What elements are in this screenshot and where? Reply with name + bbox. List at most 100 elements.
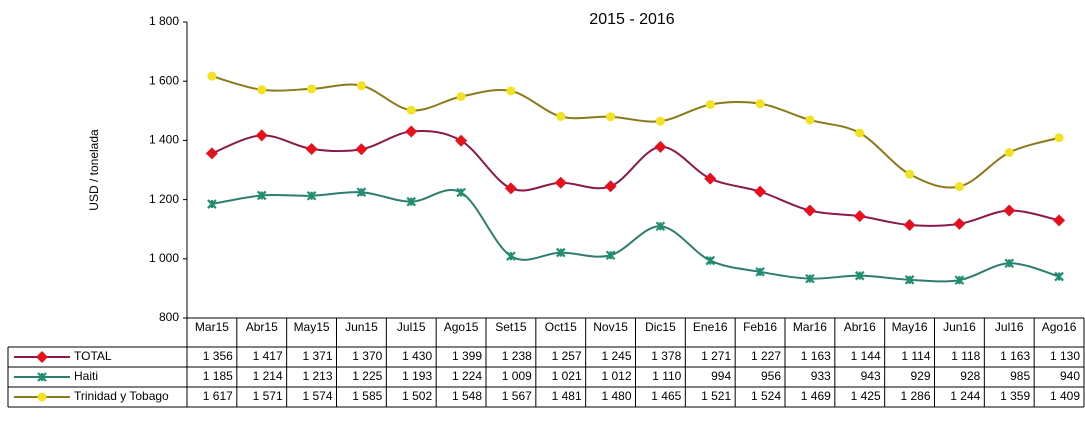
- marker: [905, 169, 915, 179]
- data-label: 1 481: [552, 389, 582, 403]
- marker: [456, 92, 466, 102]
- marker: [356, 187, 367, 197]
- marker: [255, 129, 268, 142]
- data-label: 1 356: [203, 349, 233, 363]
- marker: [554, 176, 567, 189]
- data-label: 1 480: [601, 389, 631, 403]
- marker: [356, 81, 366, 91]
- series-line: [211, 189, 1060, 283]
- data-label: 1 502: [402, 389, 432, 403]
- series-line: [211, 75, 1060, 189]
- marker: [855, 128, 865, 138]
- x-tick-label: Oct15: [545, 320, 577, 334]
- data-label: 1 214: [253, 369, 283, 383]
- data-label: 1 617: [203, 389, 233, 403]
- data-label: 1 227: [751, 349, 781, 363]
- x-tick-label: Dic15: [645, 320, 676, 334]
- data-label: 1 114: [901, 349, 930, 363]
- y-tick-label: 800: [159, 310, 179, 324]
- data-label: 1 213: [302, 369, 332, 383]
- data-label: 1 409: [1050, 389, 1080, 403]
- data-label: 943: [861, 369, 881, 383]
- data-label: 1 118: [951, 349, 980, 363]
- marker: [506, 251, 516, 261]
- marker: [455, 134, 468, 147]
- data-label: 956: [761, 369, 781, 383]
- data-label: 1 271: [701, 349, 731, 363]
- data-label: 1 548: [452, 389, 482, 403]
- marker: [805, 273, 815, 284]
- x-tick-label: Jun15: [345, 320, 378, 334]
- data-label: 933: [811, 369, 831, 383]
- marker: [903, 219, 916, 232]
- data-label: 1 021: [552, 369, 582, 383]
- marker: [1004, 148, 1014, 158]
- marker: [954, 182, 964, 192]
- data-label: 1 567: [502, 389, 532, 403]
- data-label: 1 245: [601, 349, 631, 363]
- y-tick-label: 1 800: [149, 14, 179, 28]
- data-label: 1 585: [352, 389, 382, 403]
- marker: [1003, 204, 1016, 217]
- x-tick-label: May16: [892, 320, 928, 334]
- chart-title: 2015 - 2016: [589, 11, 675, 28]
- marker: [954, 275, 965, 285]
- x-tick-label: Jul15: [397, 320, 426, 334]
- data-label: 1 571: [253, 389, 283, 403]
- marker: [953, 217, 966, 230]
- data-label: 1 465: [651, 389, 681, 403]
- marker: [1054, 133, 1064, 143]
- marker: [555, 247, 566, 258]
- marker: [1053, 214, 1066, 227]
- data-label: 1 524: [751, 389, 781, 403]
- x-tick-label: Ago16: [1042, 320, 1077, 334]
- marker: [705, 100, 715, 110]
- marker: [1004, 258, 1015, 269]
- data-label: 1 425: [851, 389, 881, 403]
- data-label: 929: [910, 369, 930, 383]
- x-tick-label: Mar15: [195, 320, 229, 334]
- marker: [456, 187, 466, 198]
- marker: [605, 250, 616, 261]
- data-label: 1 193: [402, 369, 432, 383]
- x-tick-label: Abr16: [844, 320, 876, 334]
- x-tick-label: Ene16: [693, 320, 728, 334]
- x-tick-label: Nov15: [593, 320, 628, 334]
- data-label: 1 225: [352, 369, 382, 383]
- data-label: 1 185: [203, 369, 233, 383]
- data-label: 1 009: [502, 369, 532, 383]
- data-label: 1 224: [452, 369, 482, 383]
- data-label: 1 469: [801, 389, 831, 403]
- marker: [307, 84, 317, 94]
- y-tick-label: 1 600: [149, 73, 179, 87]
- marker: [704, 172, 717, 185]
- data-label: 1 257: [552, 349, 582, 363]
- marker: [803, 204, 816, 217]
- legend-label: Trinidad y Tobago: [74, 389, 169, 403]
- data-label: 1 286: [900, 389, 930, 403]
- x-tick-label: Jul16: [995, 320, 1024, 334]
- data-label: 1 574: [302, 389, 332, 403]
- data-label: 994: [711, 369, 731, 383]
- data-label: 1 430: [402, 349, 432, 363]
- marker: [1054, 271, 1064, 282]
- marker: [655, 221, 666, 232]
- x-tick-label: Ago15: [444, 320, 479, 334]
- series-line: [211, 130, 1060, 227]
- y-tick-label: 1 200: [149, 192, 179, 206]
- marker: [854, 270, 865, 281]
- data-label: 1 399: [452, 349, 482, 363]
- marker: [754, 185, 767, 198]
- marker: [207, 71, 217, 81]
- marker: [405, 125, 418, 138]
- data-label: 1 370: [352, 349, 382, 363]
- marker: [805, 115, 815, 125]
- marker: [305, 142, 318, 155]
- marker: [755, 99, 765, 109]
- x-tick-label: Mar16: [793, 320, 827, 334]
- marker: [406, 105, 416, 115]
- x-tick-label: Set15: [495, 320, 527, 334]
- x-tick-label: May15: [294, 320, 330, 334]
- marker: [655, 116, 665, 126]
